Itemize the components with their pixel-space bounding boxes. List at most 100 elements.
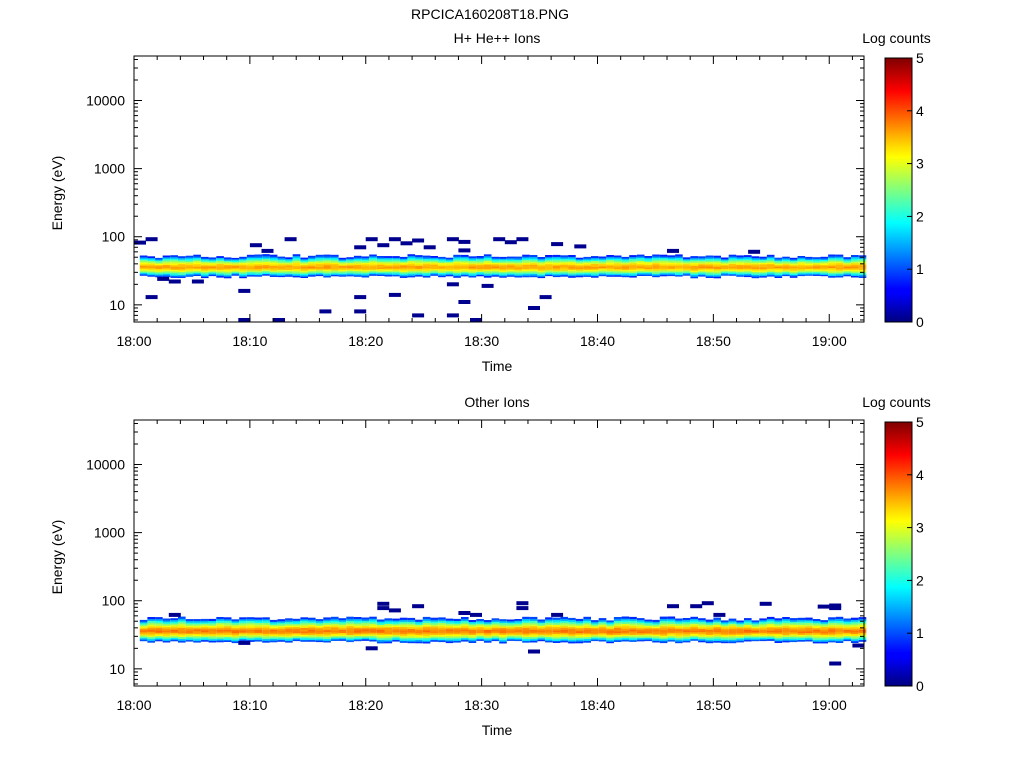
heatmap-cell (445, 634, 454, 637)
heatmap-cell (782, 627, 790, 630)
heatmap-cell (185, 273, 194, 276)
heatmap-cell (300, 627, 308, 630)
heatmap-cell (384, 632, 393, 635)
heatmap-cell (415, 623, 423, 626)
heatmap-cell (537, 270, 546, 273)
heatmap-cell (575, 618, 584, 621)
heatmap-cell (506, 634, 515, 637)
heatmap-cell (277, 639, 286, 642)
heatmap-cell (552, 621, 561, 624)
heatmap-cell (506, 272, 515, 274)
heatmap-cell (583, 633, 591, 636)
heatmap-cell (438, 274, 446, 276)
heatmap-cell (170, 631, 178, 634)
heatmap-cell (315, 622, 324, 625)
heatmap-cell (728, 263, 737, 266)
heatmap-cell (285, 626, 293, 629)
heatmap-cell (461, 618, 469, 621)
heatmap-cell (300, 625, 308, 628)
heatmap-cell (239, 620, 247, 623)
heatmap-cell (254, 266, 263, 269)
heatmap-cell (751, 274, 760, 277)
heatmap-cell (445, 623, 454, 626)
heatmap-cell (636, 269, 645, 272)
heatmap-cell (828, 627, 836, 631)
heatmap-cell (223, 272, 232, 274)
heatmap-cell (682, 635, 691, 638)
heatmap-cell (797, 268, 806, 271)
heatmap-cell (193, 619, 201, 622)
heatmap-cell (178, 623, 186, 627)
heatmap-cell (147, 269, 155, 271)
heatmap-cell (858, 618, 867, 621)
heatmap-cell (155, 639, 163, 642)
heatmap-cell (537, 274, 546, 277)
heatmap-cell (736, 623, 744, 626)
heatmap-cell (583, 620, 591, 623)
heatmap-cell (682, 258, 691, 261)
heatmap-cell (170, 634, 178, 637)
heatmap-cell (178, 616, 186, 619)
heatmap-cell (652, 627, 660, 630)
heatmap-cell (843, 621, 851, 624)
heatmap-cell (323, 267, 331, 270)
heatmap-cell (636, 618, 645, 621)
heatmap-cell (659, 259, 668, 262)
heatmap-cell (445, 272, 454, 274)
heatmap-cell (208, 618, 217, 621)
heatmap-cell (476, 267, 484, 270)
heatmap-cell (705, 636, 714, 639)
heatmap-cell (851, 635, 859, 638)
sparse-count (551, 242, 564, 247)
heatmap-cell (789, 640, 798, 643)
heatmap-cell (269, 635, 278, 638)
sparse-count (667, 604, 679, 609)
heatmap-cell (384, 627, 393, 630)
heatmap-cell (147, 264, 155, 267)
heatmap-cell (216, 271, 224, 274)
heatmap-cell (721, 272, 729, 275)
heatmap-cell (613, 632, 622, 635)
heatmap-cell (506, 636, 515, 638)
heatmap-cell (384, 257, 393, 260)
heatmap-cell (560, 627, 568, 630)
heatmap-cell (591, 275, 599, 278)
heatmap-cell (514, 629, 523, 632)
heatmap-cell (545, 258, 553, 260)
heatmap-cell (208, 635, 217, 638)
heatmap-cell (346, 625, 354, 628)
heatmap-cell (797, 263, 806, 265)
heatmap-cell (147, 618, 155, 621)
heatmap-cell (675, 623, 683, 626)
heatmap-cell (476, 263, 484, 265)
colorbar-tick-label: 0 (916, 314, 924, 330)
heatmap-cell (736, 265, 744, 268)
heatmap-cell (766, 254, 775, 257)
heatmap-cell (514, 266, 523, 269)
heatmap-cell (239, 273, 247, 276)
heatmap-cell (461, 623, 469, 626)
heatmap-cell (506, 259, 515, 262)
heatmap-cell (843, 265, 851, 267)
heatmap-cell (323, 257, 331, 260)
heatmap-cell (506, 625, 515, 628)
heatmap-cell (575, 630, 584, 633)
heatmap-cell (262, 640, 270, 643)
heatmap-cell (461, 274, 469, 277)
heatmap-cell (384, 641, 393, 644)
heatmap-cell (392, 274, 400, 277)
heatmap-cell (453, 267, 461, 270)
heatmap-cell (376, 619, 385, 622)
heatmap-cell (751, 260, 760, 263)
heatmap-cell (805, 617, 813, 620)
heatmap-cell (820, 625, 828, 627)
heatmap-cell (621, 268, 630, 271)
heatmap-cell (269, 630, 278, 633)
heatmap-cell (277, 258, 286, 260)
heatmap-cell (438, 271, 446, 273)
x-axis-label: Time (482, 358, 513, 374)
heatmap-cell (636, 619, 645, 622)
heatmap-cell (438, 269, 446, 272)
heatmap-cell (346, 616, 354, 619)
